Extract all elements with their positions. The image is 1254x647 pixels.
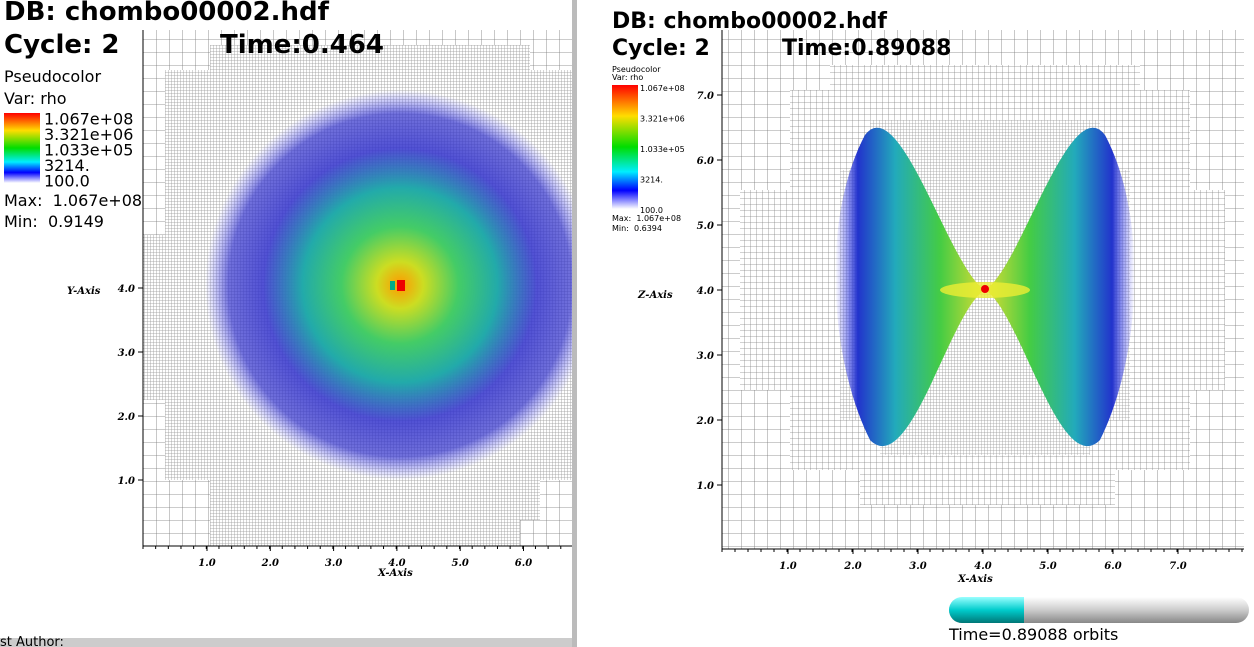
x-tick-label: 5.0 bbox=[451, 558, 468, 569]
y-tick-label: 6.0 bbox=[697, 156, 714, 167]
legend-label: 1.067e+08 bbox=[44, 110, 133, 129]
y-tick-label: 4.0 bbox=[697, 286, 714, 297]
legend-label: 100.0 bbox=[640, 206, 663, 215]
separator bbox=[572, 0, 577, 647]
time-slider[interactable] bbox=[949, 597, 1249, 623]
db-title: DB: chombo00002.hdf bbox=[612, 9, 887, 34]
cycle: Cycle: 2 bbox=[4, 30, 120, 60]
var-name: Var: rho bbox=[612, 73, 643, 82]
x-tick-label: 5.0 bbox=[1039, 561, 1056, 572]
x-tick-label: 2.0 bbox=[843, 561, 861, 572]
x-axis-title: X-Axis bbox=[957, 574, 993, 585]
legend-label: 3.321e+06 bbox=[640, 114, 685, 123]
x-tick-label: 6.0 bbox=[1104, 561, 1121, 572]
left-mesh bbox=[143, 30, 595, 546]
y-tick-label: 4.0 bbox=[118, 284, 135, 295]
max: Max: 1.067e+08 bbox=[612, 214, 681, 223]
x-tick-label: 2.0 bbox=[261, 558, 279, 569]
x-axis-title: X-Axis bbox=[377, 568, 413, 579]
x-tick-label: 4.0 bbox=[388, 558, 405, 569]
left-bottom bbox=[0, 546, 572, 647]
y-tick-label: 2.0 bbox=[696, 416, 714, 427]
plot-name: Pseudocolor bbox=[612, 65, 661, 74]
y-tick-label: 1.0 bbox=[118, 476, 135, 487]
max: Max: 1.067e+08 bbox=[4, 191, 142, 210]
right-mesh bbox=[722, 30, 1244, 549]
legend-label: 1.067e+08 bbox=[640, 84, 685, 93]
y-axis-title: Y-Axis bbox=[67, 286, 101, 297]
legend-label: 1.033e+05 bbox=[640, 145, 685, 154]
x-tick-label: 7.0 bbox=[1169, 561, 1186, 572]
footer: st Author: bbox=[0, 635, 64, 647]
min: Min: 0.9149 bbox=[4, 212, 104, 231]
legend-label: 3.321e+06 bbox=[44, 125, 133, 144]
x-tick-label: 1.0 bbox=[779, 561, 796, 572]
y-tick-label: 2.0 bbox=[117, 412, 135, 423]
plot-name: Pseudocolor bbox=[4, 67, 101, 86]
colorbar bbox=[4, 113, 40, 183]
y-tick-label: 5.0 bbox=[697, 221, 714, 232]
legend-label: 100.0 bbox=[44, 172, 90, 191]
time: Time:0.89088 bbox=[782, 36, 951, 61]
y-tick-label: 1.0 bbox=[697, 481, 714, 492]
colorbar bbox=[612, 85, 638, 209]
x-tick-label: 6.0 bbox=[515, 558, 532, 569]
legend-label: 3214. bbox=[44, 156, 90, 175]
status-bar bbox=[0, 638, 572, 647]
x-tick-label: 3.0 bbox=[909, 561, 926, 572]
y-axis-title: Z-Axis bbox=[637, 290, 673, 301]
y-tick-label: 3.0 bbox=[118, 348, 135, 359]
legend-label: 3214. bbox=[640, 175, 663, 184]
cycle: Cycle: 2 bbox=[612, 36, 710, 61]
x-tick-label: 3.0 bbox=[325, 558, 342, 569]
y-tick-label: 7.0 bbox=[697, 91, 714, 102]
time: Time:0.464 bbox=[220, 30, 384, 60]
x-tick-label: 4.0 bbox=[974, 561, 991, 572]
var-name: Var: rho bbox=[4, 89, 67, 108]
min: Min: 0.6394 bbox=[612, 224, 662, 233]
db-title: DB: chombo00002.hdf bbox=[4, 0, 330, 27]
legend-label: 1.033e+05 bbox=[44, 141, 133, 160]
right-margin bbox=[577, 0, 722, 647]
left-margin bbox=[0, 0, 143, 647]
x-tick-label: 1.0 bbox=[198, 558, 215, 569]
y-tick-label: 3.0 bbox=[697, 351, 714, 362]
slider-label: Time=0.89088 orbits bbox=[948, 625, 1118, 644]
